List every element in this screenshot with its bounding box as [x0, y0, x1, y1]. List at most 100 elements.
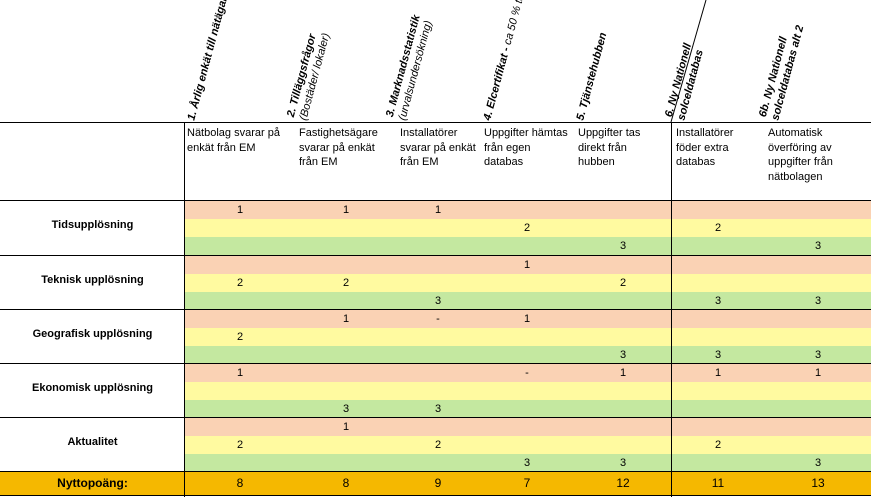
score-cell	[336, 436, 356, 454]
summary-value: 7	[523, 476, 531, 490]
score-cell	[230, 219, 250, 237]
grid-line	[0, 471, 871, 472]
score-cell: 2	[434, 439, 442, 451]
score-cell: -	[436, 313, 440, 325]
summary-value: 13	[811, 476, 825, 490]
score-cell	[336, 256, 356, 274]
score-cell	[808, 328, 828, 346]
column-description: Fastighetsägare svarar på enkät från EM	[299, 127, 378, 168]
score-cell	[230, 292, 250, 310]
score-cell: 3	[814, 349, 822, 361]
column-description: Uppgifter hämtas från egen databas	[484, 127, 568, 168]
score-cell	[708, 256, 728, 274]
score-cell	[708, 310, 728, 328]
summary-row	[0, 471, 871, 495]
score-cell: 1	[342, 204, 350, 216]
score-cell	[336, 382, 356, 400]
score-cell	[428, 237, 448, 255]
score-cell: 2	[236, 277, 244, 289]
score-cell	[708, 201, 728, 219]
score-cell: 3	[619, 349, 627, 361]
score-cell: 1	[523, 313, 531, 325]
score-cell	[708, 454, 728, 472]
score-cell: 1	[714, 367, 722, 379]
score-cell: 3	[434, 403, 442, 415]
score-cell	[613, 436, 633, 454]
criterion-label: Geografisk upplösning	[32, 328, 153, 340]
score-cell	[517, 436, 537, 454]
score-cell: -	[525, 367, 529, 379]
score-band-green	[185, 346, 871, 364]
score-cell	[613, 292, 633, 310]
column-title: 6b. Ny Nationell solceldatabas alt 2	[756, 24, 807, 122]
score-cell	[428, 346, 448, 364]
column-description: Nätbolag svarar på enkät från EM	[187, 127, 280, 154]
score-cell	[708, 274, 728, 292]
score-cell	[230, 382, 250, 400]
score-cell: 1	[342, 421, 350, 433]
score-cell	[336, 219, 356, 237]
score-cell: 2	[714, 222, 722, 234]
score-band-yellow	[185, 328, 871, 346]
score-cell: 1	[814, 367, 822, 379]
score-cell: 2	[619, 277, 627, 289]
score-cell	[428, 454, 448, 472]
score-cell	[230, 256, 250, 274]
score-cell	[230, 346, 250, 364]
column-description: Installatörer svarar på enkät från EM	[400, 127, 476, 168]
score-cell	[708, 400, 728, 418]
divider-slant	[670, 0, 707, 123]
score-cell	[808, 310, 828, 328]
score-cell	[517, 237, 537, 255]
score-cell	[808, 418, 828, 436]
score-cell	[708, 418, 728, 436]
grid-line	[0, 122, 871, 123]
score-cell	[230, 310, 250, 328]
score-band-yellow	[185, 436, 871, 454]
score-cell	[428, 274, 448, 292]
score-band-green	[185, 237, 871, 255]
score-cell: 3	[814, 295, 822, 307]
score-cell: 3	[619, 457, 627, 469]
grid-line	[0, 255, 871, 256]
score-cell	[230, 400, 250, 418]
score-cell	[336, 328, 356, 346]
score-band-yellow	[185, 382, 871, 400]
score-cell	[808, 201, 828, 219]
score-cell	[336, 292, 356, 310]
score-cell	[517, 418, 537, 436]
criterion-label: Tidsupplösning	[51, 219, 134, 231]
score-cell	[336, 364, 356, 382]
score-cell	[428, 219, 448, 237]
score-cell	[230, 418, 250, 436]
score-cell: 2	[714, 439, 722, 451]
score-cell: 3	[714, 349, 722, 361]
summary-value: 8	[236, 476, 244, 490]
column-title: 4. Elcertifikat -	[481, 45, 513, 122]
score-cell	[517, 328, 537, 346]
criterion-label: Ekonomisk upplösning	[31, 382, 153, 394]
grid-line	[0, 417, 871, 418]
score-cell	[613, 418, 633, 436]
score-cell	[428, 328, 448, 346]
score-band-orange	[185, 256, 871, 274]
score-cell	[613, 382, 633, 400]
score-cell	[428, 256, 448, 274]
score-cell	[808, 382, 828, 400]
score-cell: 3	[814, 457, 822, 469]
score-cell	[336, 454, 356, 472]
score-cell	[613, 201, 633, 219]
summary-value: 9	[434, 476, 442, 490]
column-subtitle: ca 50 % täckning	[501, 0, 535, 47]
grid-line	[0, 200, 871, 201]
score-cell	[517, 292, 537, 310]
score-cell: 3	[714, 295, 722, 307]
score-cell	[428, 364, 448, 382]
score-cell	[517, 274, 537, 292]
score-cell	[613, 310, 633, 328]
score-cell	[517, 400, 537, 418]
score-cell	[613, 219, 633, 237]
score-cell	[708, 237, 728, 255]
score-band-green	[185, 400, 871, 418]
score-cell: 1	[342, 313, 350, 325]
